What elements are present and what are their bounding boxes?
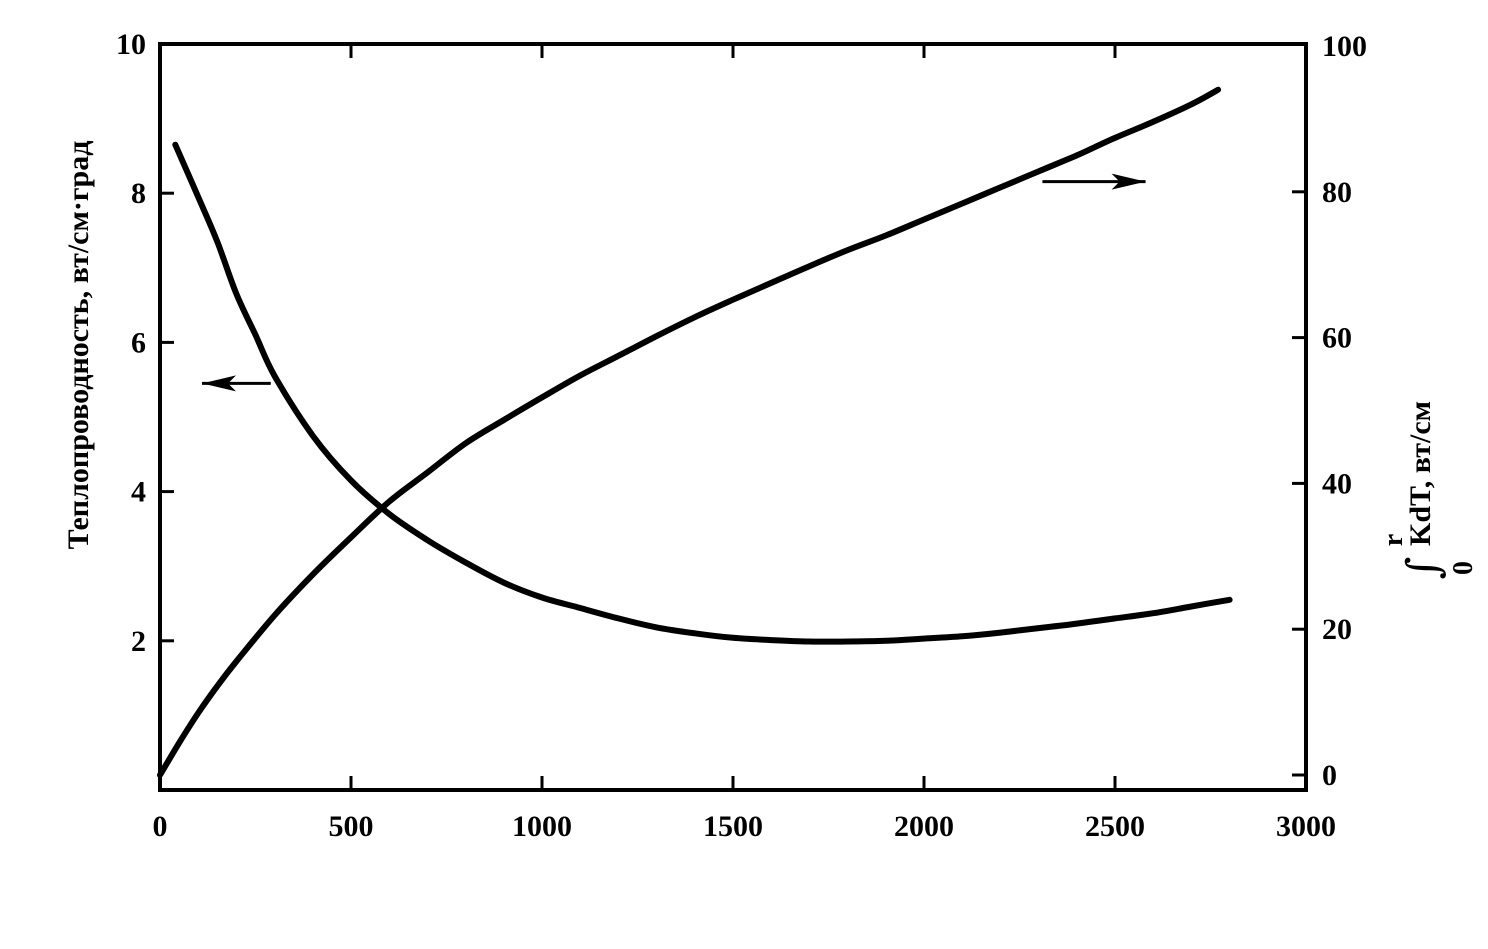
x-tick-label: 500 xyxy=(329,810,374,843)
annotations-layer xyxy=(202,173,1146,392)
series-line-integral xyxy=(157,86,1222,778)
axes-layer: 0 500 1000 1500 2000 2500 30002468100204060801… xyxy=(116,28,1367,843)
x-tick-label: 2000 xyxy=(894,810,954,843)
y-axis-right-label: ∫ r 0 KdT, вт/см xyxy=(1378,401,1479,580)
plot-frame xyxy=(158,42,1308,792)
y-left-tick-label: 6 xyxy=(131,326,146,359)
annotation-arrow-head xyxy=(202,375,237,392)
y-right-tick-label: 40 xyxy=(1322,467,1352,500)
y-axis-right-main-label: KdT, вт/см xyxy=(1404,401,1437,546)
series-layer xyxy=(157,86,1233,778)
x-tick-label: 3000 xyxy=(1276,810,1336,843)
y-right-tick-label: 60 xyxy=(1322,322,1352,355)
y-right-tick-label: 20 xyxy=(1322,613,1352,646)
x-tick-label: 2500 xyxy=(1085,810,1145,843)
x-tick-label: 1000 xyxy=(512,810,572,843)
series-line-conductivity xyxy=(172,141,1233,645)
integral-lower-limit: 0 xyxy=(1448,561,1479,575)
y-right-tick-label: 100 xyxy=(1322,30,1367,63)
y-axis-left-label: Теплопроводность, вт/см·град xyxy=(62,141,95,550)
y-left-tick-label: 2 xyxy=(131,625,146,658)
x-tick-label: 1500 xyxy=(703,810,763,843)
y-right-tick-label: 80 xyxy=(1322,176,1352,209)
y-left-tick-label: 8 xyxy=(131,177,146,210)
y-left-tick-label: 10 xyxy=(116,28,146,61)
y-left-tick-label: 4 xyxy=(131,476,146,509)
annotation-arrow-head xyxy=(1111,173,1146,190)
x-tick-label: 0 xyxy=(153,810,168,843)
integral-upper-limit: r xyxy=(1378,534,1409,546)
integral-sign: ∫ xyxy=(1398,557,1449,580)
y-right-tick-label: 0 xyxy=(1322,759,1337,792)
